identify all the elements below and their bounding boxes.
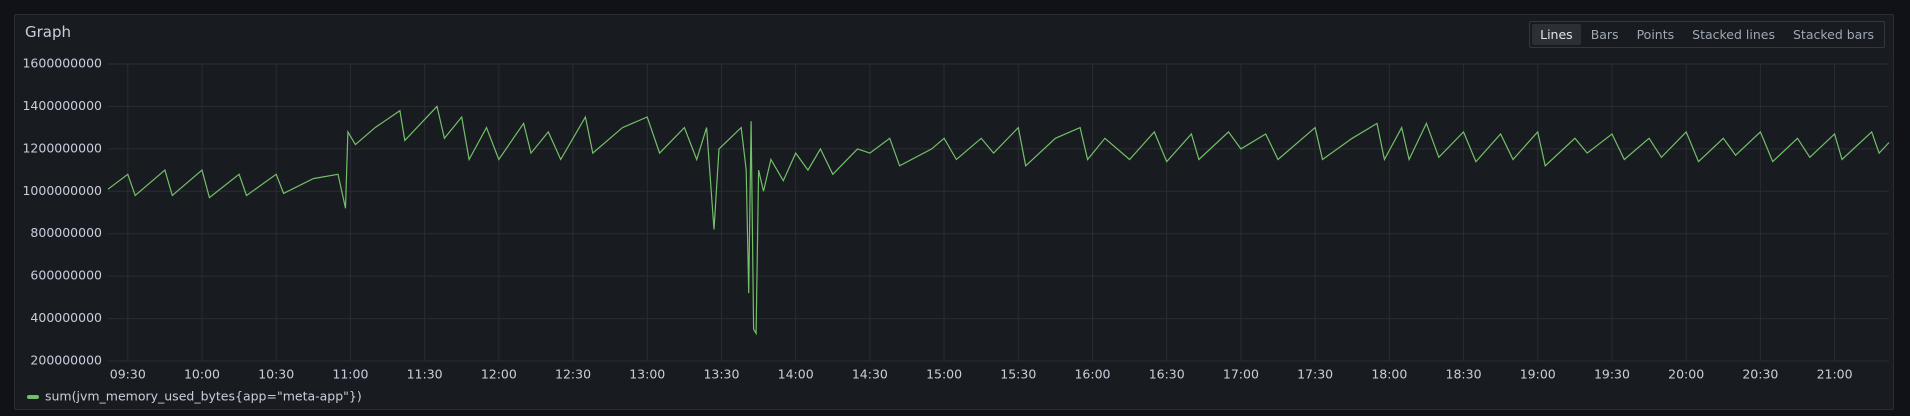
x-tick-label: 16:30 (1149, 367, 1185, 382)
x-tick-label: 09:30 (110, 367, 146, 382)
x-tick-label: 17:30 (1297, 367, 1333, 382)
legend-label: sum(jvm_memory_used_bytes{app="meta-app"… (45, 389, 362, 404)
x-tick-label: 21:00 (1817, 367, 1853, 382)
y-tick-label: 1000000000 (22, 183, 102, 198)
x-tick-label: 11:30 (407, 367, 443, 382)
y-tick-label: 800000000 (30, 225, 102, 240)
x-tick-label: 16:00 (1074, 367, 1110, 382)
x-tick-label: 12:00 (481, 367, 517, 382)
panel: Graph Lines Bars Points Stacked lines Stacke… (14, 14, 1894, 410)
chart: 200000000 400000000 600000000 800000000 1000… (22, 56, 1890, 404)
mode-button[interactable]: Lines (1532, 24, 1581, 45)
legend-swatch (27, 395, 39, 399)
x-tick-label: 10:30 (258, 367, 294, 382)
mode-button[interactable]: Points (1636, 27, 1675, 42)
x-tick-label: 12:30 (555, 367, 591, 382)
x-tick-label: 17:00 (1223, 367, 1259, 382)
x-tick-label: 18:30 (1446, 367, 1482, 382)
x-tick-label: 15:00 (926, 367, 962, 382)
mode-button[interactable]: Stacked lines (1692, 27, 1775, 42)
y-tick-label: 1400000000 (22, 98, 102, 113)
x-tick-label: 13:00 (629, 367, 665, 382)
y-tick-label: 600000000 (30, 268, 102, 283)
mode-switch: Lines Bars Points Stacked lines Stacked bars (1529, 21, 1885, 48)
y-tick-label: 1200000000 (22, 140, 102, 155)
series-line (107, 105, 1890, 336)
x-tick-label: 13:30 (703, 367, 739, 382)
x-tick-label: 14:00 (778, 367, 814, 382)
x-tick-label: 19:00 (1520, 367, 1556, 382)
y-tick-label: 400000000 (30, 310, 102, 325)
x-tick-label: 20:00 (1668, 367, 1704, 382)
mode-button[interactable]: Stacked bars (1792, 27, 1874, 42)
x-tick-label: 15:30 (1000, 367, 1036, 382)
x-tick-label: 19:30 (1594, 367, 1630, 382)
y-tick-label: 200000000 (30, 353, 102, 368)
y-tick-label: 1600000000 (22, 56, 102, 71)
mode-button[interactable]: Bars (1590, 27, 1619, 42)
x-tick-label: 20:30 (1742, 367, 1778, 382)
x-tick-label: 11:00 (332, 367, 368, 382)
x-tick-label: 10:00 (184, 367, 220, 382)
x-tick-label: 18:00 (1371, 367, 1407, 382)
x-tick-label: 14:30 (852, 367, 888, 382)
panel-title: Graph (25, 23, 72, 41)
